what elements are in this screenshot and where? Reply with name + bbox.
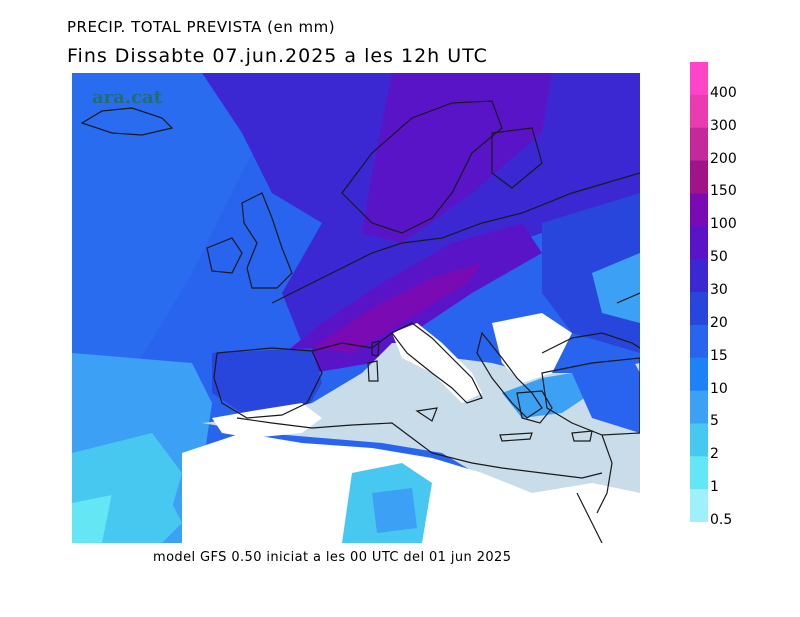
legend-label-30: 30 <box>710 282 728 298</box>
legend-swatch-20 <box>690 292 708 326</box>
legend-label-50: 50 <box>710 249 728 266</box>
coast-greece <box>516 390 553 424</box>
precip-iberia <box>212 348 322 418</box>
coast-britain <box>241 192 293 289</box>
precip-turkey <box>572 358 640 433</box>
precipitation-map: ara.cat <box>72 73 640 543</box>
precip-atlantic-canary <box>102 483 182 543</box>
legend-swatch-300 <box>690 94 708 129</box>
precip-north-core <box>362 73 552 243</box>
legend-label-400: 400 <box>710 84 737 101</box>
coast-italy <box>391 322 483 404</box>
legend-swatch-50 <box>690 226 708 260</box>
legend-swatch-15 <box>690 324 708 359</box>
precip-aegean <box>502 373 592 418</box>
legend-swatch-1 <box>690 456 708 490</box>
coast-sardinia <box>367 360 379 382</box>
legend-swatch-200 <box>690 127 708 162</box>
coast-north-africa <box>236 417 603 479</box>
legend-label-100: 100 <box>710 216 737 233</box>
coast-sicily <box>415 407 438 422</box>
legend-label-2: 2 <box>710 446 719 463</box>
legend-swatch-0.5 <box>690 489 708 522</box>
coast-black-sea <box>541 332 640 354</box>
legend-label-0.5: 0.5 <box>710 512 733 528</box>
watermark-logo: ara.cat <box>92 87 163 108</box>
coast-scandinavia <box>341 100 503 234</box>
legend-swatch-5 <box>690 390 708 424</box>
chart-title: PRECIP. TOTAL PREVISTA (en mm) <box>67 18 336 36</box>
coast-levant <box>596 434 613 514</box>
dry-land-iberia <box>212 403 322 438</box>
legend-label-200: 200 <box>710 150 737 167</box>
coast-france-med <box>311 332 393 352</box>
coast-cyprus <box>571 430 593 442</box>
legend-label-150: 150 <box>710 183 737 200</box>
coast-balkans <box>476 331 543 419</box>
legend-swatch-100 <box>690 193 708 227</box>
dry-land-italy <box>392 323 482 403</box>
coast-corsica <box>371 340 380 357</box>
coastlines <box>80 100 640 543</box>
precip-sahara-core <box>372 488 417 533</box>
coast-europe-north <box>271 172 640 304</box>
model-info: model GFS 0.50 iniciat a les 00 UTC del … <box>153 550 512 565</box>
legend-label-15: 15 <box>710 347 728 364</box>
precip-east-light <box>592 253 640 323</box>
chart-subtitle: Fins Dissabte 07.jun.2025 a les 12h UTC <box>67 45 488 67</box>
legend-swatch-2 <box>690 423 708 457</box>
coast-caspian <box>616 292 640 304</box>
legend-label-1: 1 <box>710 479 719 496</box>
legend-label-300: 300 <box>710 117 737 134</box>
legend-swatch-400 <box>690 62 708 96</box>
coast-iberia <box>213 347 323 419</box>
coast-ireland <box>206 237 243 274</box>
legend-swatch-30 <box>690 259 708 293</box>
coast-red-sea <box>576 492 603 543</box>
coast-crete <box>499 432 533 442</box>
precip-diagonal-core <box>312 263 482 353</box>
legend-swatch-10 <box>690 357 708 392</box>
legend-swatch-150 <box>690 160 708 194</box>
color-legend <box>690 62 708 522</box>
legend-label-20: 20 <box>710 314 728 331</box>
precip-west-band <box>72 73 272 403</box>
legend-label-5: 5 <box>710 413 719 430</box>
legend-label-10: 10 <box>710 380 728 397</box>
coast-iceland <box>80 107 174 136</box>
coast-finland <box>491 127 543 189</box>
dry-land-balkans <box>492 313 572 383</box>
coast-turkey <box>541 357 640 436</box>
